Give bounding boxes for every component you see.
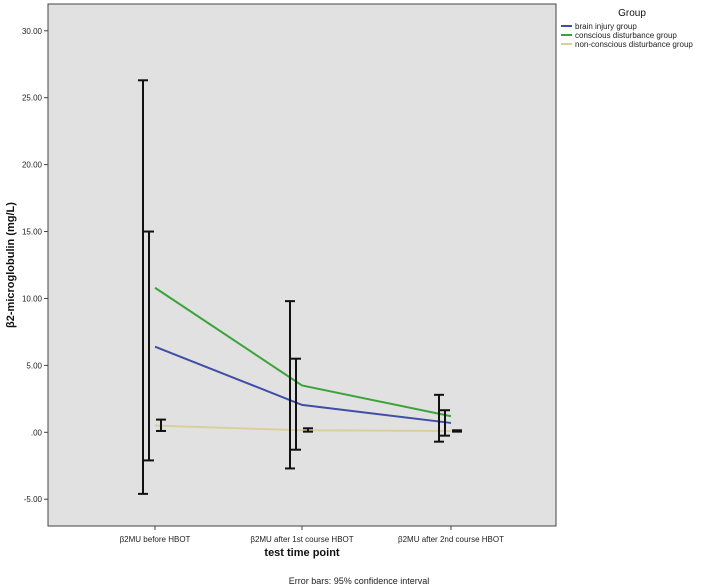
plot-area [47,3,557,527]
x-tick-label: β2MU after 1st course HBOT [250,535,353,544]
series-lines [154,286,452,432]
y-tick-label: 30.00 [22,27,43,36]
error-bar [452,429,462,433]
footnote: Error bars: 95% confidence interval [289,576,430,586]
y-axis: -5.00 .00 5.00 10.00 15.00 20.00 25.00 30.00 [22,27,48,504]
x-axis-title: test time point [264,547,340,559]
y-tick-label: .00 [31,428,43,437]
error-bar [303,427,313,433]
series-line-2 [154,286,452,418]
error-bar [138,79,148,495]
series-line-1 [154,345,452,424]
y-tick-label: 25.00 [22,94,43,103]
y-tick-label: 20.00 [22,161,43,170]
error-bar [156,418,166,432]
legend-item: conscious disturbance group [561,31,677,40]
error-bar [285,300,295,470]
legend-label: non-conscious disturbance group [575,40,693,49]
y-tick-label: 10.00 [22,294,43,303]
y-axis-title: β2-microglobulin (mg/L) [5,202,17,328]
legend-label: conscious disturbance group [575,31,677,40]
y-tick-label: 5.00 [26,361,42,370]
x-tick-label: β2MU after 2nd course HBOT [398,535,504,544]
y-tick-label: 15.00 [22,228,43,237]
error-bar [291,357,301,451]
x-tick-label: β2MU before HBOT [120,535,191,544]
error-bars [138,79,462,495]
y-tick-label: -5.00 [24,495,43,504]
legend-item: non-conscious disturbance group [561,40,693,49]
error-bar [144,230,154,462]
series-line-3 [154,424,452,432]
legend-title: Group [618,8,646,19]
error-bar [440,409,450,437]
legend-label: brain injury group [575,22,637,31]
legend-item: brain injury group [561,22,637,31]
error-bar [434,393,444,443]
x-axis: β2MU before HBOT β2MU after 1st course HB… [120,526,504,544]
